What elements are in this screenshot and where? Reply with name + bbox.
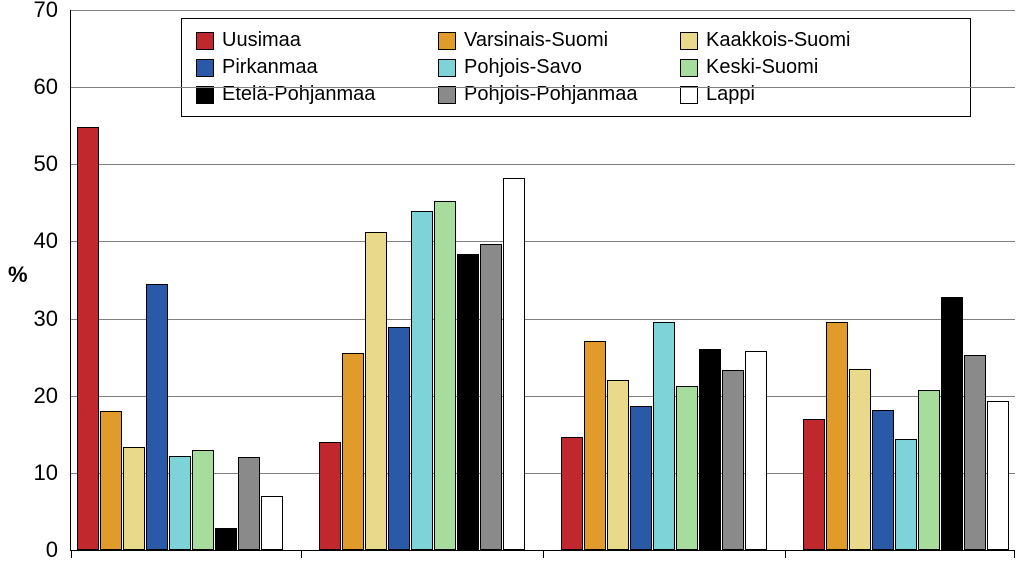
legend-row: Pirkanmaa Pohjois-Savo Keski-Suomi: [196, 56, 956, 79]
legend-label: Keski-Suomi: [706, 56, 818, 79]
bar: [676, 386, 698, 550]
legend-item: Pohjois-Savo: [438, 56, 658, 79]
legend-swatch: [438, 59, 456, 77]
gridline: [71, 87, 1015, 88]
bar: [895, 439, 917, 550]
bar: [722, 370, 744, 551]
bar: [503, 178, 525, 550]
gridline: [71, 164, 1015, 165]
bar: [607, 380, 629, 550]
bar: [123, 447, 145, 550]
x-tick: [71, 550, 72, 558]
bar: [100, 411, 122, 550]
gridline: [71, 396, 1015, 397]
bar: [826, 322, 848, 550]
y-tick-label: 60: [8, 74, 58, 100]
bar: [261, 496, 283, 550]
bar: [803, 419, 825, 550]
bar: [77, 127, 99, 550]
bar: [849, 369, 871, 550]
y-axis-label: %: [8, 262, 28, 288]
bar: [872, 410, 894, 550]
legend-swatch: [680, 59, 698, 77]
bar: [192, 450, 214, 550]
legend-swatch: [680, 86, 698, 104]
legend-item: Pirkanmaa: [196, 56, 416, 79]
x-tick: [1014, 550, 1015, 558]
gridline: [71, 10, 1015, 11]
legend-item: Varsinais-Suomi: [438, 29, 658, 52]
legend-swatch: [196, 86, 214, 104]
bar: [215, 528, 237, 550]
x-tick: [543, 550, 544, 558]
bar: [941, 297, 963, 550]
bar: [434, 201, 456, 550]
bar: [918, 390, 940, 550]
bar: [745, 351, 767, 550]
legend-swatch: [680, 32, 698, 50]
bar: [319, 442, 341, 550]
y-tick-label: 50: [8, 151, 58, 177]
legend-label: Pirkanmaa: [222, 56, 318, 79]
legend-label: Uusimaa: [222, 29, 301, 52]
y-tick-label: 10: [8, 460, 58, 486]
legend-item: Kaakkois-Suomi: [680, 29, 900, 52]
bar: [238, 457, 260, 550]
legend-label: Kaakkois-Suomi: [706, 29, 851, 52]
bar: [457, 254, 479, 550]
y-tick-label: 40: [8, 228, 58, 254]
bar: [699, 349, 721, 550]
bar: [987, 401, 1009, 550]
y-tick-label: 0: [8, 537, 58, 563]
legend-swatch: [438, 86, 456, 104]
gridline: [71, 241, 1015, 242]
bar: [169, 456, 191, 550]
bar-chart: % 010203040506070 UusimaaVarsinais-Suomi…: [0, 0, 1024, 559]
y-tick-label: 30: [8, 306, 58, 332]
bar: [480, 244, 502, 550]
bar: [630, 406, 652, 550]
y-tick-label: 20: [8, 383, 58, 409]
gridline: [71, 319, 1015, 320]
legend: Uusimaa Varsinais-Suomi Kaakkois-Suomi Pirk…: [181, 18, 971, 117]
bar: [388, 327, 410, 550]
bar: [146, 284, 168, 550]
bar: [411, 211, 433, 550]
bar: [653, 322, 675, 550]
plot-area: Uusimaa Varsinais-Suomi Kaakkois-Suomi Pirk…: [70, 10, 1015, 551]
bar: [964, 355, 986, 550]
legend-swatch: [196, 59, 214, 77]
y-tick-label: 70: [8, 0, 58, 23]
legend-label: Pohjois-Savo: [464, 56, 582, 79]
bar: [561, 437, 583, 550]
bar: [584, 341, 606, 550]
legend-swatch: [196, 32, 214, 50]
x-tick: [301, 550, 302, 558]
bar: [342, 353, 364, 550]
legend-swatch: [438, 32, 456, 50]
x-tick: [785, 550, 786, 558]
bar: [365, 232, 387, 550]
legend-item: Uusimaa: [196, 29, 416, 52]
legend-item: Keski-Suomi: [680, 56, 900, 79]
legend-row: Uusimaa Varsinais-Suomi Kaakkois-Suomi: [196, 29, 956, 52]
legend-label: Varsinais-Suomi: [464, 29, 608, 52]
